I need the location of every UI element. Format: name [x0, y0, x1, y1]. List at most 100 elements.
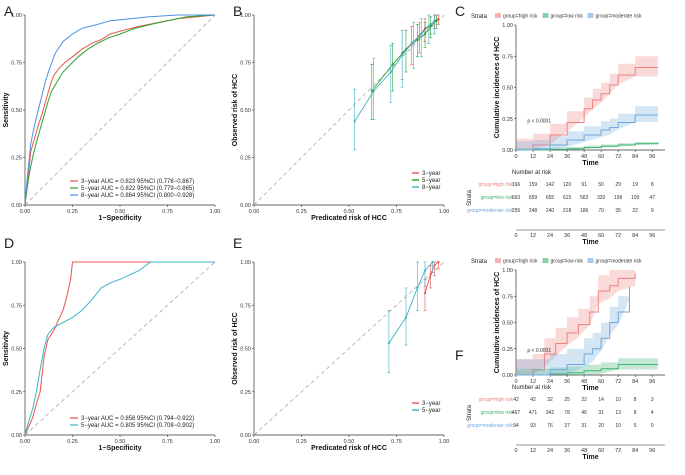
risk-table-cell: 5: [634, 423, 637, 429]
legend-label: 3−year AUC = 0.823 95%CI (0.778−0.867): [81, 179, 194, 185]
calibration-point: [372, 89, 375, 93]
risk-table-cell: 46: [581, 410, 587, 416]
y-axis-title: Observed risk of HCC: [232, 312, 239, 384]
y-tick-label: 0.25: [240, 156, 251, 162]
risk-table-cell: 31: [598, 410, 604, 416]
risk-table-cell: 10: [615, 397, 621, 403]
legend-label: 8−year AUC = 0.864 95%CI (0.800−0.928): [81, 193, 194, 199]
risk-table-cell: 159: [529, 182, 538, 188]
risk-table-row-label: group=low risk: [481, 410, 514, 416]
risk-table-row-label: group=low risk: [481, 195, 514, 201]
x-tick-label: 1.00: [210, 209, 221, 215]
calibration-point: [437, 260, 440, 264]
risk-table-cell: 35: [615, 208, 621, 214]
risk-table-x-tick: 84: [632, 233, 638, 239]
risk-table-cell: 31: [581, 423, 587, 429]
km-series-3: [516, 106, 658, 151]
risk-table-x-tick: 24: [547, 233, 553, 239]
risk-table-x-tick: 36: [564, 233, 570, 239]
y-tick-label: 1.00: [11, 13, 22, 19]
x-tick-label: 96: [649, 154, 655, 160]
risk-table-strata-label: Strata: [467, 404, 473, 421]
calibration-point: [404, 316, 408, 319]
risk-table-cell: 13: [615, 410, 621, 416]
legend-swatch: [542, 13, 549, 18]
y-tick-label: 1.00: [502, 23, 513, 29]
panel-a-axes: 0.00 0.25 0.50 0.75 1.00 0.00 0.25 0.50 0.75 1.00…: [3, 13, 220, 222]
risk-table-cell: 8: [651, 182, 654, 188]
reference-diagonal-line: [24, 261, 216, 436]
legend-swatch: [587, 13, 594, 18]
risk-table-row-label: group=high risk: [479, 182, 514, 188]
risk-table-cell: 10: [615, 423, 621, 429]
legend-label: 3−year AUC = 0.858 95%CI (0.794−0.922): [81, 416, 194, 422]
x-tick-label: 0: [514, 379, 517, 385]
risk-table-cell: 50: [598, 182, 604, 188]
risk-table-cell: 76: [547, 423, 553, 429]
risk-table-x-tick: 96: [649, 233, 655, 239]
calibration-point: [389, 70, 392, 74]
survival-curve: [516, 142, 659, 151]
y-tick-label: 0.75: [11, 303, 22, 309]
x-tick-label: 0.00: [249, 439, 260, 445]
risk-table-x-title: Time: [582, 454, 598, 461]
risk-table-cell: 563: [580, 195, 589, 201]
survival-curve: [516, 286, 630, 376]
risk-table-cell: 19: [632, 182, 638, 188]
risk-table-x-title: Time: [582, 239, 598, 246]
risk-table-x-tick: 24: [547, 448, 553, 454]
x-tick-label: 0.25: [296, 439, 307, 445]
p-value-label: p < 0.0001: [527, 348, 551, 354]
confidence-band: [516, 140, 658, 150]
risk-table-cell: 100: [631, 195, 640, 201]
x-tick-label: 0.75: [162, 439, 173, 445]
y-tick-label: 0.00: [240, 203, 251, 209]
y-tick-label: 0.75: [240, 303, 251, 309]
strata-legend-title: Strata: [471, 259, 488, 265]
risk-table-cell: 37: [564, 423, 570, 429]
calibration-point: [391, 63, 394, 66]
calibration-point: [387, 342, 390, 345]
roc-curve-2: [24, 14, 216, 206]
panel-letter-e: E: [233, 235, 242, 251]
calibration-series-2: [370, 14, 438, 120]
x-tick-label: 72: [615, 154, 621, 160]
x-tick-label: 1.00: [210, 439, 221, 445]
x-tick-label: 0.75: [391, 439, 402, 445]
risk-table-x-tick: 48: [581, 448, 587, 454]
risk-table-cell: 20: [598, 423, 604, 429]
risk-table-cell: 42: [513, 397, 519, 403]
y-tick-label: 1.00: [11, 260, 22, 266]
calibration-point: [433, 264, 436, 267]
calibration-point: [427, 25, 430, 28]
y-tick-label: 0.75: [502, 54, 513, 60]
panel-e-axes: 0.00 0.25 0.50 0.75 1.00 0.00 0.25 0.50 0.75 1.00…: [232, 260, 449, 452]
y-tick-label: 1.00: [240, 260, 251, 266]
legend-label: 3−year: [422, 171, 441, 177]
risk-table-cell: 186: [580, 208, 589, 214]
x-tick-label: 0.25: [296, 209, 307, 215]
calibration-point: [401, 53, 404, 57]
calibration-line: [354, 20, 435, 122]
risk-table-title: Number at risk: [512, 385, 552, 391]
risk-table-cell: 467: [512, 410, 521, 416]
legend-label: 5−year: [422, 408, 441, 414]
km-series-1: [516, 270, 636, 376]
y-tick-label: 0.25: [502, 117, 513, 123]
km-series-2: [516, 140, 659, 151]
p-value-label: p < 0.0001: [527, 119, 551, 125]
calibration-point: [423, 292, 427, 295]
roc-curve-1: [24, 14, 216, 206]
risk-table-cell: 320: [597, 195, 606, 201]
risk-table-cell: 32: [547, 397, 553, 403]
x-tick-label: 24: [547, 154, 553, 160]
risk-table-x-tick: 60: [598, 448, 604, 454]
legend-label: 5−year AUC = 0.822 95%CI (0.779−0.865): [81, 186, 194, 192]
risk-table-x-tick: 72: [615, 448, 621, 454]
x-tick-label: 36: [564, 154, 570, 160]
calibration-series-2: [387, 260, 435, 374]
x-tick-label: 0.00: [20, 439, 31, 445]
panel-letter-a: A: [4, 3, 14, 19]
risk-table-cell: 3: [651, 397, 654, 403]
y-tick-label: 0.00: [11, 203, 22, 209]
